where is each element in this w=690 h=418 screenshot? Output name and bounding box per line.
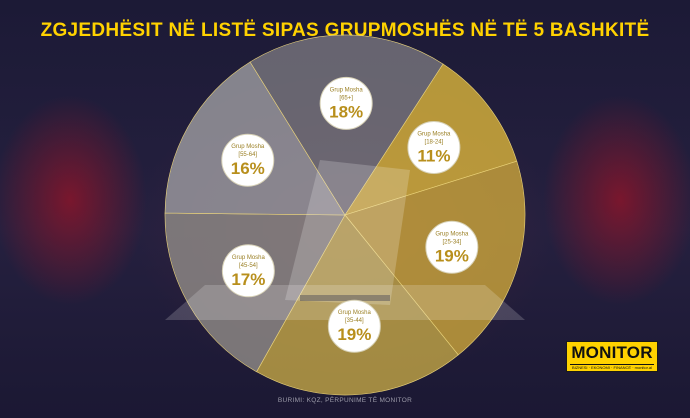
slice-value: 18% bbox=[329, 102, 363, 121]
slice-category: [35-44] bbox=[345, 318, 364, 324]
slice-group-label: Grup Mosha bbox=[435, 231, 469, 237]
ballot-paper bbox=[285, 160, 410, 305]
logo-tagline: BIZNESI · EKONOMI · FINANCË · monitor.al bbox=[570, 364, 654, 370]
slice-value: 19% bbox=[337, 325, 371, 344]
slice-category: [55-64] bbox=[238, 152, 257, 158]
slice-label: Grup Mosha [25-34]19% bbox=[425, 220, 479, 274]
source-note: BURIMI: KQZ, PËRPUNIME TË MONITOR bbox=[277, 397, 413, 404]
slice-value: 11% bbox=[417, 147, 450, 166]
slice-category: [45-54] bbox=[239, 263, 258, 269]
slice-group-label: Grup Mosha bbox=[232, 255, 266, 261]
logo-wordmark: MONITOR bbox=[571, 343, 653, 362]
slice-label: Grup Mosha [55-64]16% bbox=[221, 133, 275, 187]
label-badge bbox=[221, 244, 275, 298]
slice-label: Grup Mosha [35-44]19% bbox=[327, 299, 381, 353]
slice-value: 16% bbox=[231, 159, 265, 178]
slice-value: 19% bbox=[435, 246, 469, 265]
label-badge bbox=[319, 76, 373, 130]
slice-group-label: Grup Mosha bbox=[231, 144, 265, 150]
slice-category: [25-34] bbox=[442, 239, 461, 245]
slice-category: [18-24] bbox=[425, 140, 444, 146]
monitor-logo: MONITOR BIZNESI · EKONOMI · FINANCË · mo… bbox=[566, 341, 658, 372]
label-badge bbox=[407, 121, 461, 175]
slice-group-label: Grup Mosha bbox=[338, 310, 372, 316]
label-badge bbox=[327, 299, 381, 353]
ballot-slot bbox=[300, 295, 390, 301]
slice-label: Grup Mosha [45-54]17% bbox=[221, 244, 275, 298]
slice-label: Grup Mosha [65+]18% bbox=[319, 76, 373, 130]
slice-value: 17% bbox=[231, 270, 265, 289]
label-badge bbox=[425, 220, 479, 274]
slice-category: [65+] bbox=[339, 95, 353, 101]
chart-title: ZGJEDHËSIT NË LISTË SIPAS GRUPMOSHËS NË … bbox=[40, 20, 650, 41]
slice-group-label: Grup Mosha bbox=[417, 132, 451, 138]
label-badge bbox=[221, 133, 275, 187]
slice-group-label: Grup Mosha bbox=[330, 87, 364, 93]
slice-label: Grup Mosha [18-24]11% bbox=[407, 121, 461, 175]
